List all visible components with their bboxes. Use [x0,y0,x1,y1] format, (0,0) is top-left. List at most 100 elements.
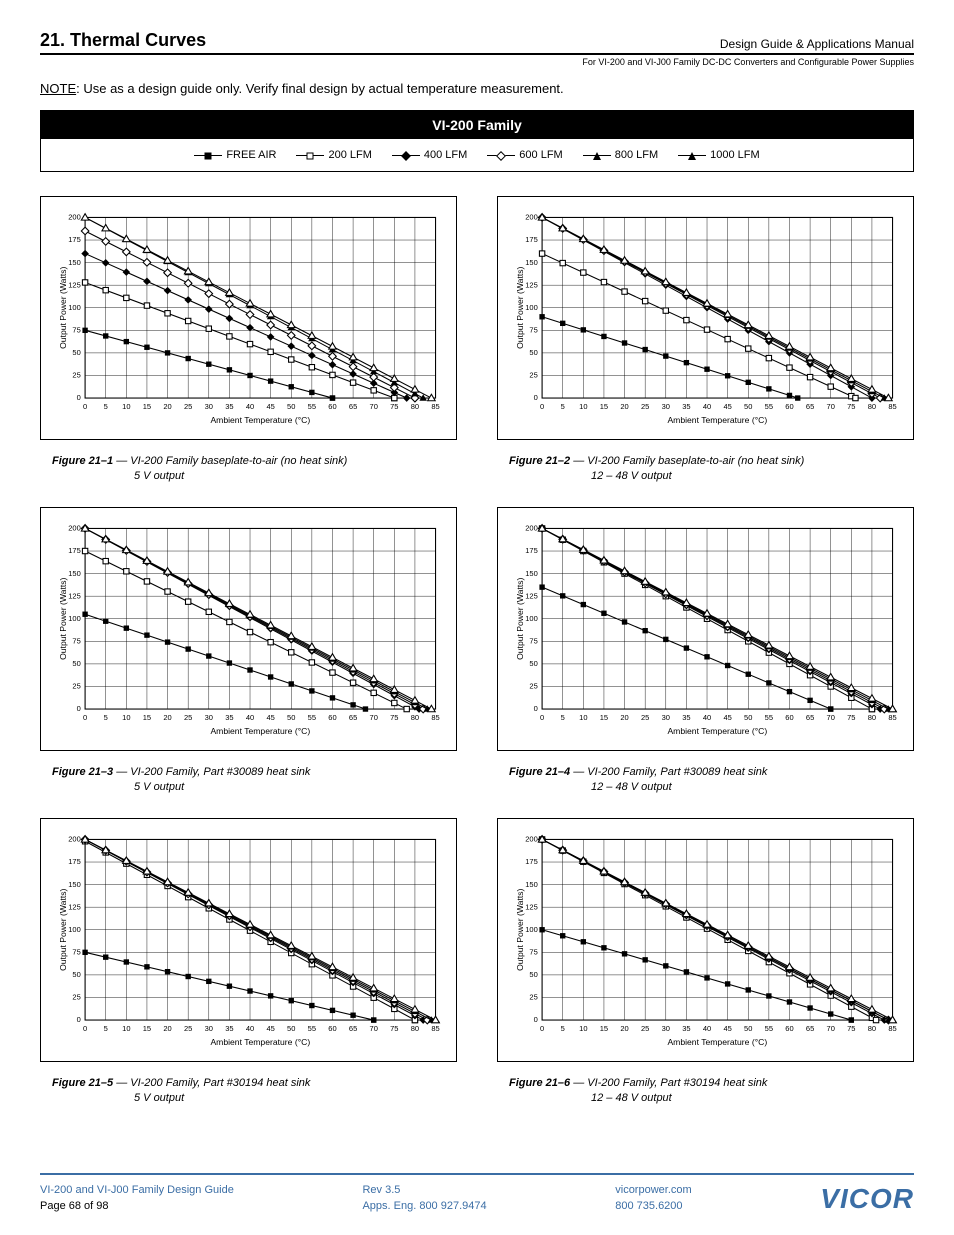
svg-text:40: 40 [703,1023,711,1032]
svg-text:175: 175 [525,546,538,555]
fig-21-5: 0510152025303540455055606570758085025507… [40,818,457,1107]
svg-text:55: 55 [765,1023,773,1032]
chart-caption: Figure 21–2 — VI-200 Family baseplate-to… [509,454,914,485]
svg-text:125: 125 [525,591,538,600]
svg-text:70: 70 [827,402,835,411]
svg-text:75: 75 [390,1023,398,1032]
svg-text:80: 80 [868,713,876,722]
svg-text:70: 70 [370,713,378,722]
svg-text:Output Power (Watts): Output Power (Watts) [58,266,68,348]
svg-text:50: 50 [72,348,80,357]
svg-text:40: 40 [703,713,711,722]
svg-text:15: 15 [143,713,151,722]
svg-text:20: 20 [620,713,628,722]
svg-text:50: 50 [72,970,80,979]
chart-caption: Figure 21–4 — VI-200 Family, Part #30089… [509,765,914,796]
charts-grid: 0510152025303540455055606570758085025507… [40,196,914,1106]
svg-text:60: 60 [785,1023,793,1032]
svg-text:75: 75 [390,402,398,411]
svg-text:50: 50 [529,659,537,668]
svg-text:0: 0 [534,393,538,402]
svg-text:30: 30 [205,713,213,722]
footer-page-num: Page 68 of 98 [40,1199,234,1215]
svg-text:150: 150 [525,569,538,578]
svg-text:75: 75 [72,325,80,334]
svg-text:175: 175 [525,235,538,244]
svg-text:35: 35 [682,402,690,411]
svg-text:75: 75 [847,402,855,411]
svg-text:75: 75 [529,636,537,645]
note-line: NOTE: Use as a design guide only. Verify… [40,81,914,96]
svg-text:125: 125 [68,902,81,911]
chart-caption: Figure 21–3 — VI-200 Family, Part #30089… [52,765,457,796]
legend-items: FREE AIR200 LFM400 LFM600 LFM800 LFM1000… [41,139,913,171]
svg-text:10: 10 [579,402,587,411]
svg-text:150: 150 [525,258,538,267]
svg-text:75: 75 [847,1023,855,1032]
svg-text:175: 175 [525,857,538,866]
svg-text:75: 75 [847,713,855,722]
svg-text:40: 40 [703,402,711,411]
vicor-logo: VICOR [820,1183,914,1215]
svg-text:80: 80 [411,402,419,411]
svg-text:200: 200 [68,523,81,532]
svg-text:65: 65 [806,402,814,411]
svg-text:100: 100 [525,924,538,933]
svg-text:200: 200 [525,834,538,843]
svg-text:70: 70 [827,1023,835,1032]
svg-text:60: 60 [328,713,336,722]
svg-text:25: 25 [529,681,537,690]
svg-text:0: 0 [540,713,544,722]
svg-text:45: 45 [266,713,274,722]
svg-text:200: 200 [68,834,81,843]
svg-text:75: 75 [72,947,80,956]
svg-text:150: 150 [68,569,81,578]
svg-text:40: 40 [246,402,254,411]
svg-text:Ambient Temperature (°C): Ambient Temperature (°C) [667,726,767,736]
svg-text:85: 85 [888,402,896,411]
svg-text:Ambient Temperature (°C): Ambient Temperature (°C) [210,415,310,425]
svg-text:75: 75 [72,636,80,645]
svg-text:75: 75 [390,713,398,722]
svg-text:15: 15 [600,1023,608,1032]
svg-text:0: 0 [534,704,538,713]
chart-box: 0510152025303540455055606570758085025507… [497,196,914,440]
svg-text:Output Power (Watts): Output Power (Watts) [58,888,68,970]
svg-text:100: 100 [525,614,538,623]
svg-text:80: 80 [411,713,419,722]
footer-rev: Rev 3.5 [362,1183,486,1199]
svg-text:75: 75 [529,947,537,956]
svg-text:100: 100 [68,614,81,623]
svg-text:0: 0 [534,1015,538,1024]
footer-mid: Rev 3.5 Apps. Eng. 800 927.9474 [362,1183,486,1215]
svg-text:45: 45 [266,402,274,411]
chart-box: 0510152025303540455055606570758085025507… [497,818,914,1062]
svg-text:0: 0 [77,393,81,402]
svg-text:50: 50 [744,402,752,411]
svg-text:30: 30 [205,402,213,411]
svg-text:200: 200 [68,213,81,222]
chart-box: 0510152025303540455055606570758085025507… [40,818,457,1062]
svg-text:10: 10 [122,402,130,411]
svg-text:Output Power (Watts): Output Power (Watts) [58,577,68,659]
svg-text:50: 50 [287,1023,295,1032]
svg-text:175: 175 [68,546,81,555]
svg-text:200: 200 [525,213,538,222]
svg-text:60: 60 [328,402,336,411]
svg-text:85: 85 [431,402,439,411]
svg-text:30: 30 [205,1023,213,1032]
svg-text:85: 85 [431,713,439,722]
svg-text:45: 45 [723,713,731,722]
svg-text:15: 15 [600,713,608,722]
svg-text:100: 100 [68,303,81,312]
legend-item: 200 LFM [296,149,371,161]
svg-text:60: 60 [785,402,793,411]
chart-caption: Figure 21–1 — VI-200 Family baseplate-to… [52,454,457,485]
svg-text:Ambient Temperature (°C): Ambient Temperature (°C) [210,1036,310,1046]
note-label: NOTE [40,81,76,96]
svg-text:50: 50 [287,402,295,411]
svg-text:100: 100 [525,303,538,312]
legend-item: FREE AIR [194,149,276,161]
svg-text:55: 55 [308,1023,316,1032]
fig-21-4: 0510152025303540455055606570758085025507… [497,507,914,796]
